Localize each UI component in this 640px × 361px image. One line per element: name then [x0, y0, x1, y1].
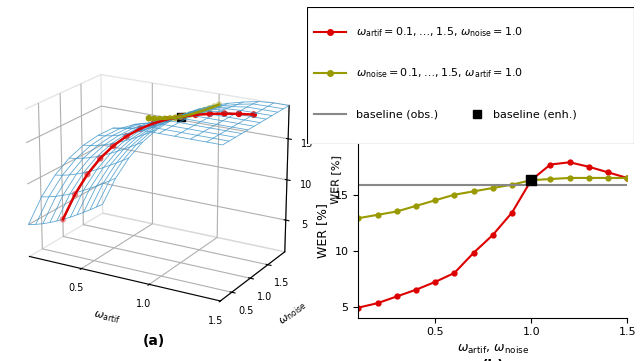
- Point: [526, 177, 536, 183]
- Text: (a): (a): [143, 334, 164, 348]
- X-axis label: $\omega_\mathrm{artif}$: $\omega_\mathrm{artif}$: [92, 308, 122, 326]
- FancyBboxPatch shape: [307, 7, 634, 144]
- Text: (b): (b): [481, 359, 504, 361]
- Text: baseline (enh.): baseline (enh.): [493, 109, 577, 119]
- X-axis label: $\omega_\mathrm{artif}$, $\omega_\mathrm{noise}$: $\omega_\mathrm{artif}$, $\omega_\mathrm…: [457, 343, 529, 356]
- Text: $\omega_\mathrm{noise} = 0.1, \ldots, 1.5$, $\omega_\mathrm{artif} = 1.0$: $\omega_\mathrm{noise} = 0.1, \ldots, 1.…: [356, 66, 524, 80]
- Y-axis label: $\omega_\mathrm{noise}$: $\omega_\mathrm{noise}$: [276, 299, 309, 328]
- Y-axis label: WER [%]: WER [%]: [316, 204, 329, 258]
- Text: $\omega_\mathrm{artif} = 0.1, \ldots, 1.5$, $\omega_\mathrm{noise} = 1.0$: $\omega_\mathrm{artif} = 0.1, \ldots, 1.…: [356, 25, 524, 39]
- Text: baseline (obs.): baseline (obs.): [356, 109, 438, 119]
